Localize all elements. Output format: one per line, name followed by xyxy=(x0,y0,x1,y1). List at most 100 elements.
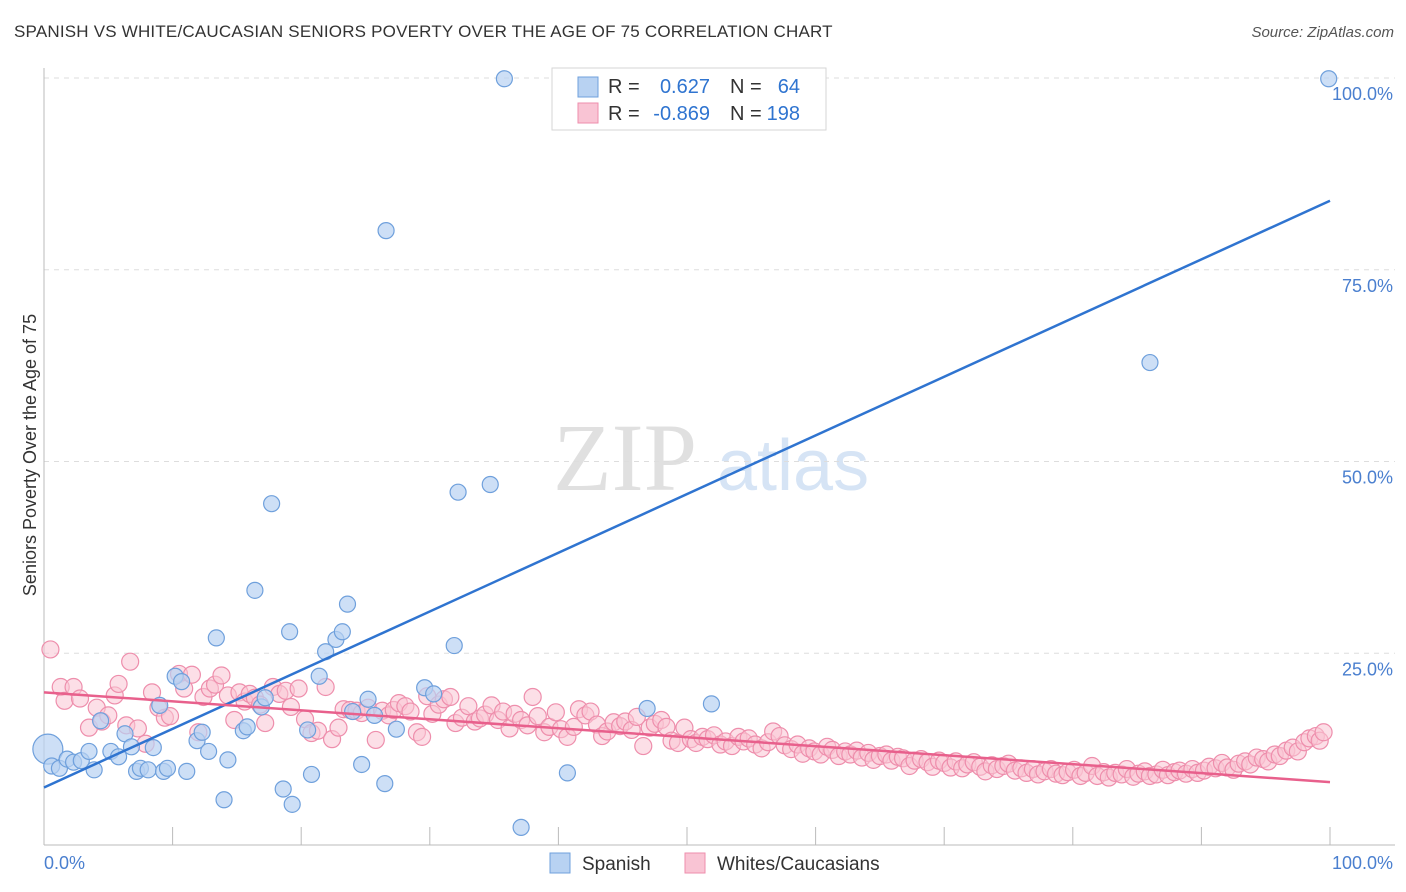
data-point-spanish xyxy=(481,475,499,494)
legend-n-value: 64 xyxy=(778,76,800,98)
data-point-spanish xyxy=(344,702,362,721)
legend-n-label: N = xyxy=(730,76,762,98)
data-point-spanish xyxy=(387,720,405,738)
chart-title: SPANISH VS WHITE/CAUCASIAN SENIORS POVER… xyxy=(14,22,833,41)
series-legend-label-spanish: Spanish xyxy=(582,854,651,875)
y-tick-label: 50.0% xyxy=(1342,468,1393,488)
data-point-whites xyxy=(564,717,583,736)
source-label: Source: ZipAtlas.com xyxy=(1251,24,1394,41)
series-whites-caucasians xyxy=(41,640,1333,787)
data-point-whites xyxy=(70,689,90,708)
series-legend-swatch-whites xyxy=(684,852,706,874)
data-point-spanish xyxy=(193,723,211,741)
data-point-whites xyxy=(121,652,140,671)
data-point-spanish xyxy=(80,742,98,761)
legend-r-value: -0.869 xyxy=(653,103,710,125)
x-ticks xyxy=(43,827,1331,845)
gridlines xyxy=(44,77,1395,654)
data-point-spanish xyxy=(425,685,443,703)
data-point-spanish xyxy=(333,623,351,641)
y-tick-label: 25.0% xyxy=(1342,659,1393,679)
data-point-spanish xyxy=(200,742,218,761)
legend-swatch-whites xyxy=(577,102,599,124)
data-point-spanish xyxy=(283,795,301,813)
series-legend-label-whites: Whites/Caucasians xyxy=(717,854,880,875)
data-point-spanish xyxy=(377,222,395,240)
data-point-spanish xyxy=(353,755,371,774)
series-legend: Spanish Whites/Caucasians xyxy=(549,852,880,875)
data-point-spanish xyxy=(359,690,377,708)
data-point-spanish xyxy=(299,721,317,739)
data-point-spanish xyxy=(158,759,177,777)
legend-n-label: N = xyxy=(730,103,762,125)
data-point-spanish xyxy=(1320,70,1338,88)
data-point-spanish xyxy=(281,623,299,641)
series-legend-swatch-spanish xyxy=(549,852,571,874)
y-tick-label: 100.0% xyxy=(1332,84,1393,104)
data-point-spanish xyxy=(274,780,292,798)
data-point-spanish xyxy=(139,761,157,779)
data-point-whites xyxy=(459,697,478,716)
series-spanish xyxy=(32,70,1338,836)
y-tick-labels: 25.0% 50.0% 75.0% 100.0% xyxy=(1332,84,1393,679)
data-point-whites xyxy=(441,687,460,707)
legend-n-value: 198 xyxy=(767,103,800,125)
data-point-spanish xyxy=(256,689,274,707)
trend-line-whites xyxy=(43,691,1331,784)
y-axis-title: Seniors Poverty Over the Age of 75 xyxy=(20,314,40,596)
x-tick-label-max: 100.0% xyxy=(1332,853,1393,873)
data-point-spanish xyxy=(495,70,513,88)
data-point-whites xyxy=(528,707,547,726)
data-point-whites xyxy=(412,727,432,746)
data-point-spanish xyxy=(173,673,191,691)
data-point-spanish xyxy=(638,699,656,718)
legend-swatch-spanish xyxy=(577,76,599,98)
data-point-spanish xyxy=(246,581,264,599)
data-point-spanish xyxy=(91,712,110,730)
data-point-spanish xyxy=(219,751,237,769)
y-tick-label: 75.0% xyxy=(1342,276,1393,296)
data-point-spanish xyxy=(178,762,196,780)
data-point-spanish xyxy=(302,765,321,784)
data-point-spanish xyxy=(445,636,463,655)
axes xyxy=(43,68,1395,846)
trend-lines xyxy=(43,199,1331,789)
trend-line-spanish xyxy=(43,199,1331,789)
data-point-whites xyxy=(109,674,128,694)
data-point-spanish xyxy=(702,695,721,713)
data-point-whites xyxy=(1314,723,1333,742)
data-point-spanish xyxy=(263,495,281,513)
legend-r-label: R = xyxy=(608,103,640,125)
legend-r-value: 0.627 xyxy=(660,76,710,98)
data-point-spanish xyxy=(512,818,530,836)
data-point-whites xyxy=(546,703,565,722)
data-point-whites xyxy=(366,730,385,750)
legend-r-label: R = xyxy=(608,76,640,98)
data-point-whites xyxy=(329,718,348,737)
data-point-spanish xyxy=(558,764,577,782)
data-point-whites xyxy=(160,707,180,726)
data-point-spanish xyxy=(215,791,233,809)
data-point-whites xyxy=(281,697,301,717)
data-point-whites xyxy=(41,640,60,659)
data-point-whites xyxy=(401,702,420,721)
data-point-spanish xyxy=(1141,353,1159,372)
data-point-whites xyxy=(289,679,308,698)
data-point-whites xyxy=(634,736,653,756)
data-point-spanish xyxy=(144,738,162,757)
data-point-spanish xyxy=(310,667,328,685)
data-point-spanish xyxy=(338,595,357,613)
data-point-spanish xyxy=(207,629,225,647)
correlation-legend: R = 0.627 N = 64 R = -0.869 N = 198 xyxy=(551,67,827,131)
data-point-spanish xyxy=(449,483,467,501)
watermark-zip: ZIP xyxy=(553,404,697,511)
watermark-atlas: atlas xyxy=(717,426,869,506)
data-point-whites xyxy=(212,666,231,685)
data-point-whites xyxy=(523,687,542,707)
watermark: ZIP atlas xyxy=(553,404,869,511)
data-point-spanish xyxy=(376,775,394,793)
data-point-whites xyxy=(256,713,275,733)
data-point-spanish xyxy=(238,718,256,736)
x-tick-label-min: 0.0% xyxy=(44,853,85,873)
